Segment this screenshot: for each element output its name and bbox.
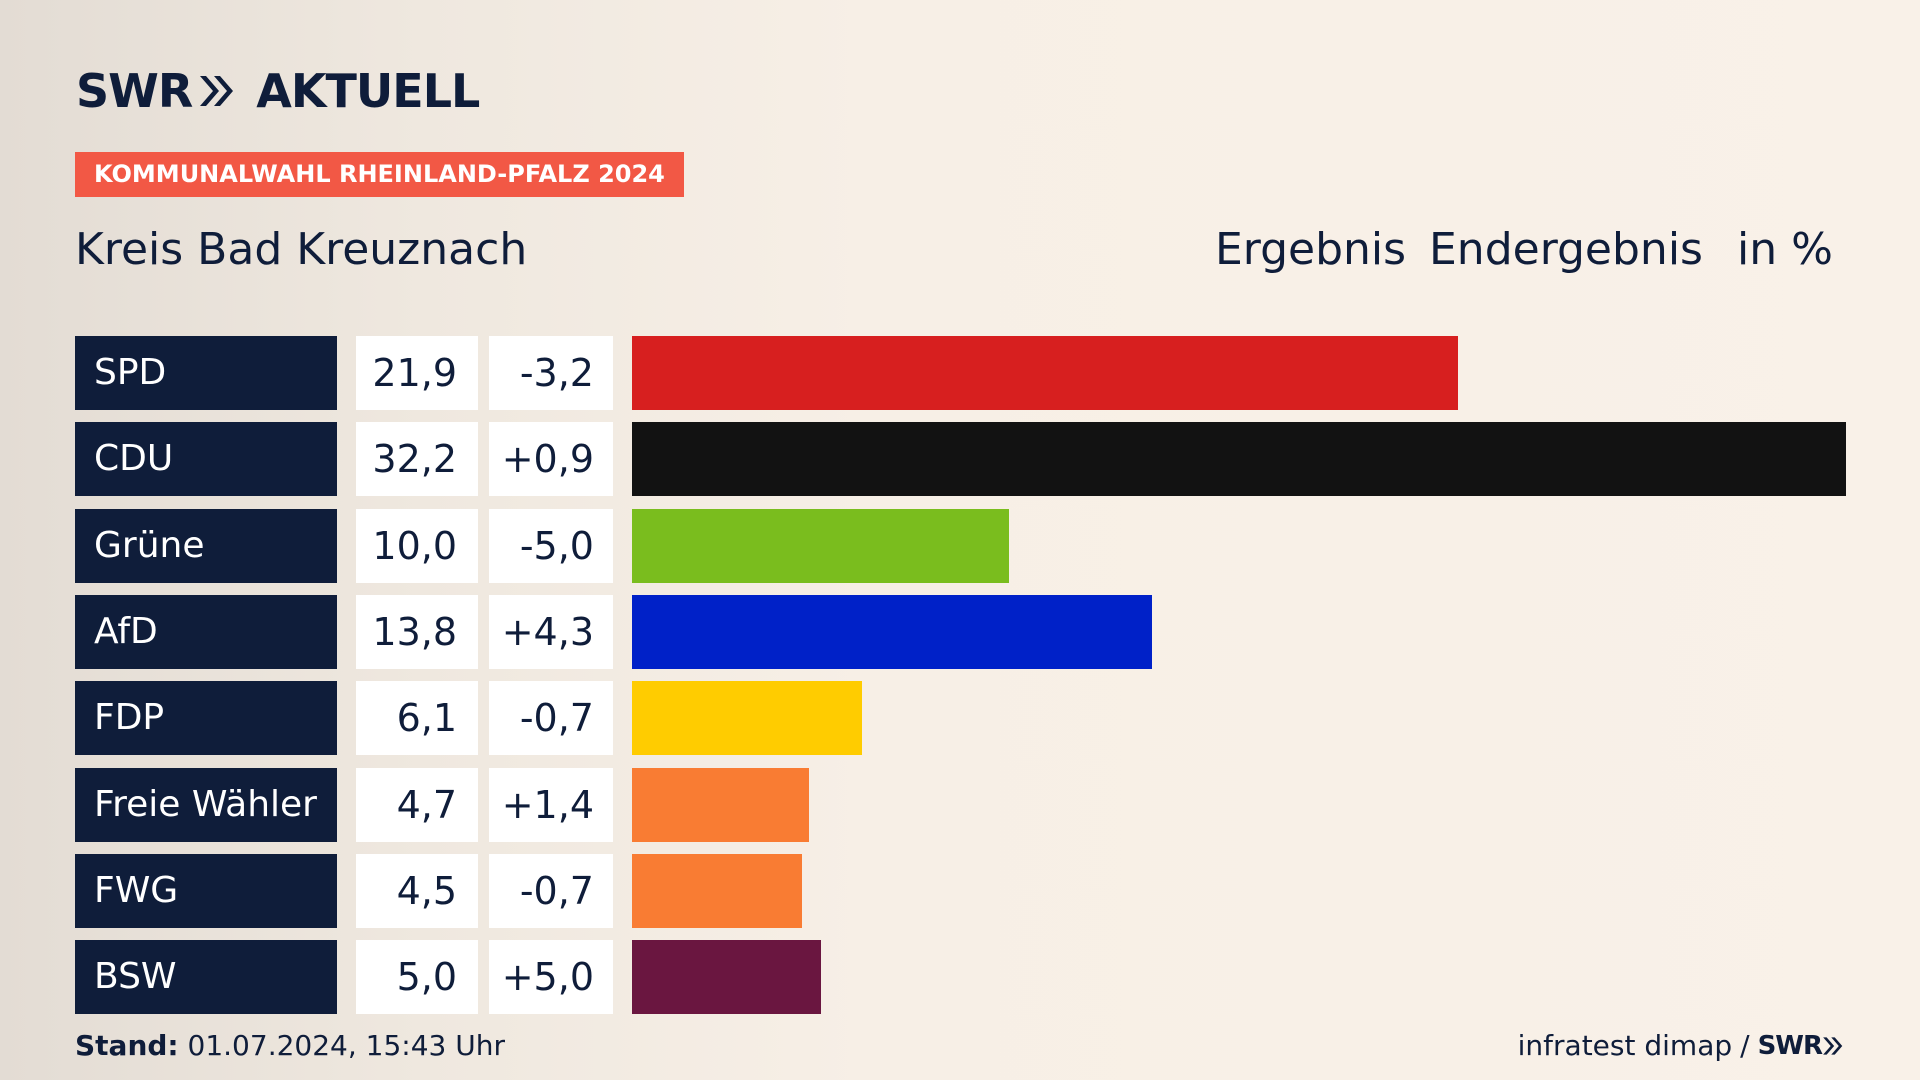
double-chevron-icon bbox=[1823, 1037, 1843, 1055]
logo-aktuell-text: AKTUELL bbox=[256, 64, 480, 118]
source-separator: / bbox=[1740, 1029, 1750, 1062]
result-bar bbox=[632, 940, 821, 1015]
party-result-value: 10,0 bbox=[356, 508, 478, 583]
footer-stand: Stand: 01.07.2024, 15:43 Uhr bbox=[75, 1028, 505, 1064]
party-result-value: 5,0 bbox=[356, 940, 478, 1015]
election-tag: KOMMUNALWAHL RHEINLAND-PFALZ 2024 bbox=[75, 152, 684, 197]
party-name: SPD bbox=[75, 336, 337, 410]
swr-aktuell-logo: SWR AKTUELL bbox=[76, 64, 480, 118]
party-name: BSW bbox=[75, 940, 337, 1015]
stand-value: 01.07.2024, 15:43 Uhr bbox=[187, 1029, 505, 1062]
stand-label: Stand: bbox=[75, 1029, 179, 1062]
swr-footer-logo: SWR bbox=[1758, 1028, 1844, 1064]
party-diff-value: -5,0 bbox=[489, 508, 613, 583]
party-name: Freie Wähler bbox=[75, 767, 337, 842]
party-diff-value: -3,2 bbox=[489, 336, 613, 410]
result-bar bbox=[632, 422, 1846, 497]
party-result-value: 4,5 bbox=[356, 853, 478, 928]
double-chevron-icon bbox=[200, 76, 234, 106]
party-diff-value: -0,7 bbox=[489, 681, 613, 756]
party-diff-value: +1,4 bbox=[489, 767, 613, 842]
party-diff-value: +4,3 bbox=[489, 594, 613, 669]
result-bar bbox=[632, 336, 1458, 410]
result-bar bbox=[632, 508, 1010, 583]
party-name: FDP bbox=[75, 681, 337, 756]
party-name: Grüne bbox=[75, 508, 337, 583]
result-bar bbox=[632, 594, 1153, 669]
party-result-value: 6,1 bbox=[356, 681, 478, 756]
party-name: AfD bbox=[75, 594, 337, 669]
party-diff-value: -0,7 bbox=[489, 853, 613, 928]
source-text: infratest dimap bbox=[1517, 1029, 1733, 1062]
header-unit: in % bbox=[1737, 224, 1833, 275]
party-result-value: 32,2 bbox=[356, 422, 478, 497]
party-result-value: 4,7 bbox=[356, 767, 478, 842]
header-result: Ergebnis bbox=[1215, 224, 1407, 275]
party-diff-value: +5,0 bbox=[489, 940, 613, 1015]
header-status: Endergebnis bbox=[1429, 224, 1703, 275]
party-result-value: 13,8 bbox=[356, 594, 478, 669]
result-bar bbox=[632, 853, 802, 928]
footer-logo-text: SWR bbox=[1757, 1031, 1823, 1061]
result-bar bbox=[632, 681, 862, 756]
party-result-value: 21,9 bbox=[356, 336, 478, 410]
result-bar bbox=[632, 767, 810, 842]
party-name: FWG bbox=[75, 853, 337, 928]
party-name: CDU bbox=[75, 422, 337, 497]
region-title: Kreis Bad Kreuznach bbox=[75, 224, 528, 275]
party-diff-value: +0,9 bbox=[489, 422, 613, 497]
footer-source: infratest dimap / SWR bbox=[1518, 1028, 1844, 1064]
logo-swr-text: SWR bbox=[76, 64, 193, 118]
